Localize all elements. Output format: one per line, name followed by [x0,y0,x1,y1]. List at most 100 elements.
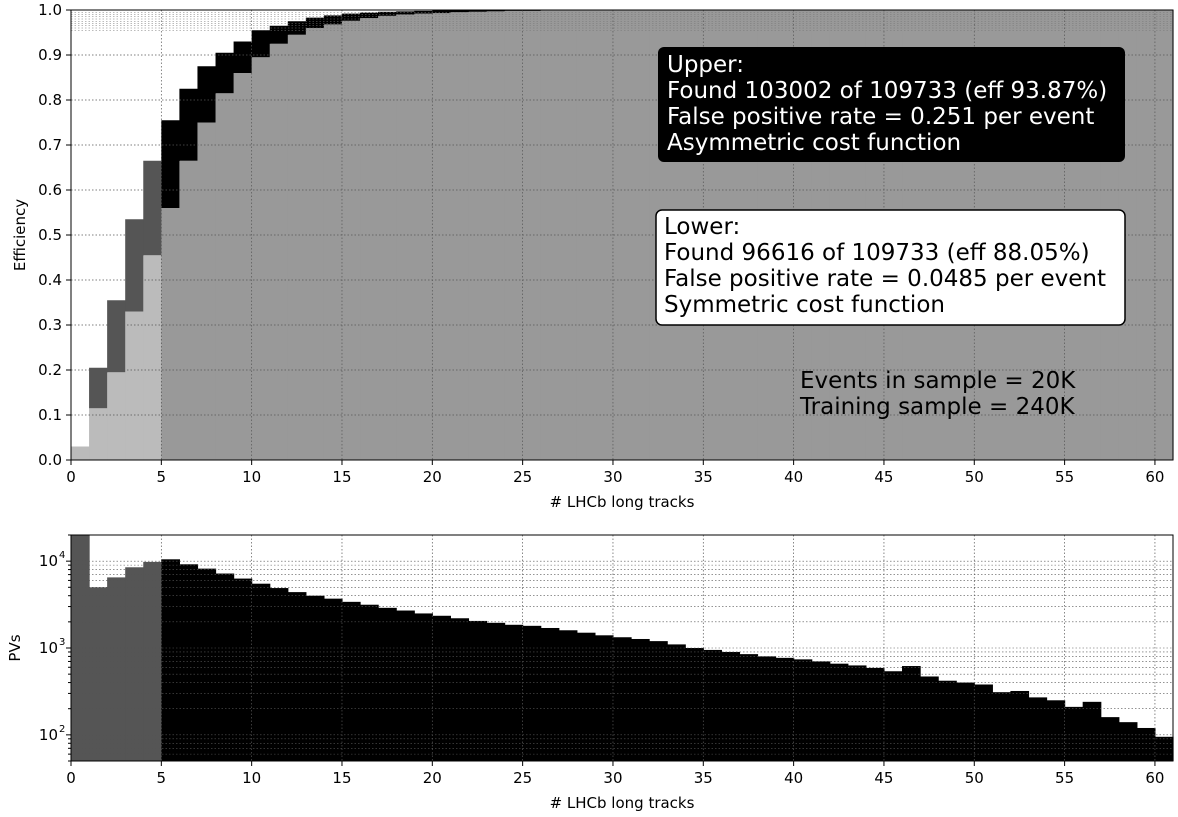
efficiency-x-tick-label: 30 [603,468,622,486]
pv-bar [883,671,903,761]
pv-bar [1064,706,1084,761]
pv-bar [522,625,542,761]
pv-y-tick-exponent: 2 [59,724,65,735]
lower-box-line-2: Found 96616 of 109733 (eff 88.05%) [664,240,1090,266]
efficiency-lower-bar [504,10,524,461]
pv-bar [396,610,415,761]
efficiency-upper-band [305,17,325,28]
pv-bar [450,618,470,761]
efficiency-lower-bar [396,14,415,460]
efficiency-lower-bar [269,43,289,460]
efficiency-x-tick-label: 50 [965,468,984,486]
efficiency-lower-bar [468,11,488,461]
pv-bar [685,648,704,761]
lower-info-box: Lower: Found 96616 of 109733 (eff 88.05%… [655,209,1126,326]
pv-bar [287,592,307,761]
efficiency-lower-bar [631,10,650,460]
efficiency-lower-bar [378,15,397,460]
pv-x-tick-label: 15 [332,769,351,787]
pv-x-tick-label: 20 [423,769,442,787]
efficiency-lower-bar [89,408,108,460]
efficiency-lower-bar [161,208,180,460]
efficiency-upper-band [287,21,307,35]
pv-bar [703,649,722,761]
efficiency-upper-band [468,10,488,12]
lower-box-line-1: Lower: [664,214,740,240]
upper-box-line-1: Upper: [667,52,744,78]
pv-bar [414,613,433,761]
sample-info-text: Events in sample = 20K Training sample =… [799,368,1076,420]
efficiency-upper-band [432,10,451,14]
efficiency-upper-band [143,160,162,256]
efficiency-x-tick-label: 0 [66,468,76,486]
pv-y-tick-label: 10 [39,726,58,744]
efficiency-lower-bar [486,11,506,460]
upper-box-line-3: False positive rate = 0.251 per event [667,104,1094,130]
efficiency-upper-band [179,88,199,161]
pv-x-tick-label: 10 [242,769,261,787]
pv-bar [1118,722,1138,761]
pv-bar [161,559,180,761]
sample-text-line-2: Training sample = 240K [799,394,1075,420]
pv-bar [902,666,921,761]
efficiency-y-tick-label: 0.9 [38,46,62,64]
lower-box-line-4: Symmetric cost function [664,292,945,318]
pv-bar [179,564,199,761]
pv-bar [1082,701,1102,761]
pv-x-tick-label: 25 [513,769,532,787]
pv-bar [71,535,90,761]
efficiency-upper-band [360,12,379,19]
pv-bar [649,641,668,761]
efficiency-lower-bar [197,122,217,460]
pv-y-axis-label: PVs [6,634,24,661]
efficiency-lower-bar [341,20,361,461]
efficiency-lower-bar [179,160,199,460]
pv-bar [197,568,217,761]
efficiency-upper-band [396,11,415,15]
pv-bar [378,607,397,761]
pv-bar [721,651,741,761]
efficiency-y-tick-label: 0.2 [38,361,62,379]
efficiency-lower-bar [414,13,433,460]
pv-bar [305,595,325,761]
pv-bar [829,663,849,761]
efficiency-upper-band [341,13,361,21]
efficiency-lower-bar [522,10,542,461]
efficiency-x-axis-label: # LHCb long tracks [550,493,695,511]
efficiency-lower-bar [143,255,162,460]
efficiency-lower-bar [287,34,307,460]
pv-x-tick-label: 35 [694,769,713,787]
pv-bar [956,682,975,761]
efficiency-lower-bar [360,18,379,460]
pv-y-tick-label: 10 [39,639,58,657]
efficiency-lower-bar [251,57,271,460]
efficiency-x-tick-label: 35 [694,468,713,486]
pv-bar [992,692,1012,761]
pv-bar [757,656,777,761]
pv-x-tick-label: 45 [874,769,893,787]
lower-box-line-3: False positive rate = 0.0485 per event [664,266,1106,292]
efficiency-y-tick-label: 0.8 [38,91,62,109]
efficiency-lower-bar [107,372,126,460]
pv-bar [739,654,759,761]
efficiency-lower-bar [305,28,325,460]
efficiency-lower-bar [323,24,343,461]
efficiency-y-axis-label: Efficiency [11,199,29,271]
pv-bar [269,588,289,761]
upper-box-line-2: Found 103002 of 109733 (eff 93.87%) [667,78,1107,104]
efficiency-y-tick-label: 0.3 [38,316,62,334]
pv-bar [504,624,524,761]
pv-bar [667,644,686,761]
pv-bar [468,620,488,761]
efficiency-upper-band [323,15,343,25]
efficiency-upper-band [233,41,253,73]
pv-bar [1136,727,1156,761]
pv-bar [920,676,939,761]
efficiency-y-tick-label: 0.4 [38,271,62,289]
efficiency-y-tick-label: 0.5 [38,226,62,244]
efficiency-upper-band [89,367,108,409]
efficiency-lower-bar [612,10,632,460]
pv-bar [1100,717,1120,761]
pv-bar [974,684,993,761]
